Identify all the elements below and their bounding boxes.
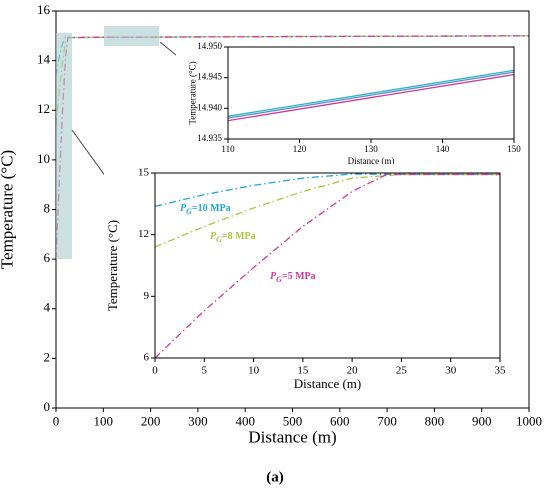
x-tick-label: 130: [364, 144, 378, 154]
series-line: [155, 173, 500, 207]
x-tick-label: 700: [377, 414, 397, 429]
y-tick-label: 15: [138, 167, 150, 179]
x-axis-title: Distance (m): [348, 156, 395, 166]
x-tick-label: 500: [283, 414, 303, 429]
x-tick-label: 800: [425, 414, 445, 429]
y-tick-label: 0: [44, 399, 51, 414]
x-axis-title: Distance (m): [248, 428, 336, 447]
label-part: =5 MPa: [282, 271, 316, 282]
plot-area: 110 120 130 140 150 14.935 14.940 14.945 14.950 D…: [187, 41, 521, 166]
label-part: P: [270, 271, 277, 282]
label-part: G: [186, 207, 192, 216]
x-tick-label: 150: [507, 144, 521, 154]
zoom-region: [56, 33, 72, 259]
x-tick-label: 0: [152, 364, 158, 376]
label-part: P: [210, 231, 217, 242]
x-tick-label: 900: [472, 414, 492, 429]
y-tick-label: 9: [144, 290, 150, 302]
y-tick-label: 14.935: [197, 133, 222, 143]
y-tick-label: 6: [44, 250, 51, 265]
x-tick-label: 35: [495, 364, 507, 376]
x-tick-label: 10: [248, 364, 260, 376]
x-tick-label: 140: [436, 144, 450, 154]
caption: (a): [266, 469, 284, 485]
x-tick-label: 15: [297, 364, 309, 376]
y-tick-label: 6: [144, 352, 150, 364]
y-tick-label: 14.950: [197, 41, 222, 51]
y-axis-title: Temperature (°C): [0, 150, 16, 269]
x-tick-label: 0: [53, 414, 60, 429]
zoom-region: [104, 26, 159, 46]
y-tick-label: 14.940: [197, 102, 222, 112]
series-label: PG=8 MPa: [210, 231, 256, 244]
y-tick-label: 14.945: [197, 72, 222, 82]
series-label: PG=10 MPa: [180, 203, 231, 216]
x-tick-label: 100: [94, 414, 114, 429]
label-part: G: [216, 235, 222, 244]
y-axis-title: Temperature (°C): [187, 61, 197, 124]
x-tick-label: 30: [445, 364, 457, 376]
x-tick-label: 1000: [516, 414, 542, 429]
x-tick-label: 20: [347, 364, 359, 376]
y-tick-label: 12: [37, 101, 50, 116]
y-tick-label: 14: [37, 52, 51, 67]
label-part: =10 MPa: [192, 203, 231, 214]
y-tick-label: 16: [37, 2, 51, 17]
y-axis-title: Temperature (°C): [105, 220, 120, 311]
x-tick-label: 25: [396, 364, 408, 376]
x-tick-label: 600: [330, 414, 350, 429]
label-part: P: [180, 203, 187, 214]
y-tick-label: 10: [37, 151, 50, 166]
y-tick-label: 2: [44, 349, 51, 364]
x-tick-label: 200: [141, 414, 161, 429]
y-tick-label: 4: [44, 300, 51, 315]
plot-frame: [154, 172, 501, 359]
label-part: G: [276, 275, 282, 284]
x-tick-label: 400: [235, 414, 255, 429]
series-line: [155, 173, 500, 359]
series-line: [228, 69, 514, 117]
y-tick-label: 8: [44, 200, 51, 215]
x-tick-label: 5: [202, 364, 208, 376]
label-part: =8 MPa: [222, 231, 256, 242]
series-line: [228, 71, 514, 119]
y-tick-label: 12: [138, 228, 149, 240]
x-tick-label: 120: [293, 144, 307, 154]
x-axis-title: Distance (m): [294, 376, 362, 391]
inset-background: [176, 42, 520, 170]
x-tick-label: 300: [188, 414, 208, 429]
series-label: PG=5 MPa: [270, 271, 316, 284]
series-line: [228, 73, 514, 122]
x-tick-label: 110: [221, 144, 235, 154]
